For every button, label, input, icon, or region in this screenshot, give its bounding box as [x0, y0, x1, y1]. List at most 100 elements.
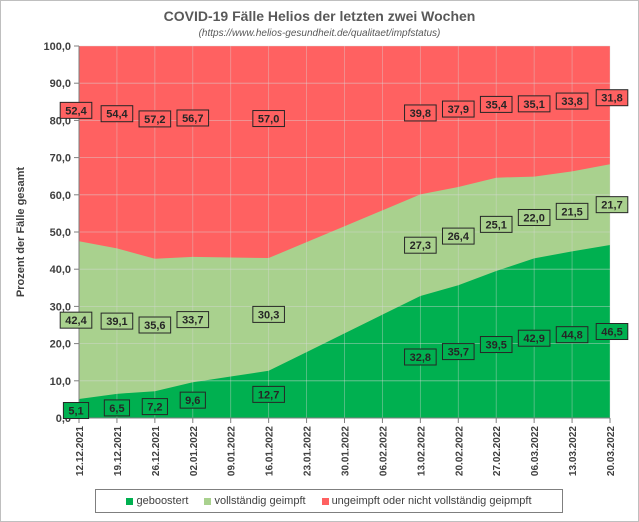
legend-swatch [126, 497, 134, 505]
data-label-geboostert-box [179, 391, 206, 409]
data-label-ungeimpft-box [517, 95, 551, 113]
data-label-geboostert: 9,6 [185, 395, 200, 407]
legend-label: ungeimpft oder nicht vollständig geipmpf… [331, 495, 532, 507]
data-label-ungeimpft-box [59, 101, 93, 119]
data-label-vollstaendig-box [441, 227, 475, 245]
data-label-geboostert-box [441, 343, 475, 361]
data-label-geboostert-box [103, 399, 131, 417]
y-tick-label: 100,0 [43, 41, 71, 53]
data-label-vollstaendig-box [59, 311, 93, 329]
data-label-vollstaendig-box [176, 311, 210, 329]
data-label-ungeimpft-box [441, 100, 475, 118]
data-label-geboostert-box [404, 348, 437, 366]
data-label-geboostert: 32,8 [410, 352, 431, 364]
data-label-ungeimpft: 56,7 [182, 113, 203, 125]
data-label-ungeimpft: 37,9 [448, 104, 469, 116]
data-label-vollstaendig-box [555, 202, 589, 220]
data-label-geboostert-box [555, 326, 589, 344]
y-tick-label: 40,0 [50, 264, 71, 276]
legend-label: vollständig geimpft [214, 495, 306, 507]
data-label-vollstaendig-box [595, 196, 629, 214]
data-label-vollstaendig: 27,3 [410, 240, 431, 252]
data-label-vollstaendig-box [517, 208, 551, 226]
y-tick-label: 70,0 [50, 153, 71, 165]
legend-label: geboostert [136, 495, 189, 507]
data-label-vollstaendig: 26,4 [448, 231, 470, 243]
data-label-ungeimpft: 35,4 [486, 99, 508, 111]
data-label-geboostert: 44,8 [561, 330, 582, 342]
data-label-geboostert: 6,5 [109, 403, 124, 415]
data-label-vollstaendig-box [404, 236, 437, 254]
data-label-geboostert: 46,5 [601, 327, 622, 339]
y-tick-label: 20,0 [50, 339, 71, 351]
data-label-vollstaendig: 22,0 [523, 212, 544, 224]
x-tick-label: 26.12.2021 [151, 426, 162, 476]
data-label-ungeimpft: 57,0 [258, 114, 279, 126]
data-label-ungeimpft-box [252, 110, 285, 128]
data-label-ungeimpft-box [595, 89, 629, 107]
data-label-geboostert: 42,9 [523, 333, 544, 345]
data-label-vollstaendig-box [479, 215, 513, 233]
data-label-vollstaendig: 39,1 [106, 316, 127, 328]
x-tick-label: 13.03.2022 [568, 426, 579, 476]
data-label-geboostert-box [252, 385, 285, 403]
chart-subtitle: (https://www.helios-gesundheit.de/qualit… [198, 28, 441, 39]
x-tick-label: 13.02.2022 [416, 426, 427, 476]
x-tick-label: 12.12.2021 [75, 426, 86, 476]
x-tick-label: 06.03.2022 [530, 426, 541, 476]
data-label-vollstaendig: 25,1 [486, 219, 507, 231]
x-tick-label: 20.02.2022 [454, 426, 465, 476]
data-label-vollstaendig: 21,7 [601, 200, 622, 212]
data-label-ungeimpft: 31,8 [601, 93, 622, 105]
data-label-ungeimpft: 33,8 [561, 96, 582, 108]
data-label-geboostert: 7,2 [147, 402, 162, 414]
data-label-ungeimpft-box [479, 95, 513, 113]
data-label-vollstaendig: 33,7 [182, 315, 203, 327]
area-geboostert [79, 245, 610, 418]
x-tick-label: 06.02.2022 [378, 426, 389, 476]
y-tick-label: 50,0 [50, 227, 71, 239]
data-label-geboostert: 5,1 [68, 406, 83, 418]
data-label-geboostert: 35,7 [448, 347, 469, 359]
data-label-geboostert-box [141, 398, 168, 416]
data-label-ungeimpft: 54,4 [106, 109, 128, 121]
x-tick-label: 20.03.2022 [606, 426, 617, 476]
data-label-ungeimpft-box [138, 110, 172, 128]
x-tick-label: 02.01.2022 [189, 426, 200, 476]
legend-swatch [321, 497, 329, 505]
legend-item: geboostert [126, 495, 188, 507]
data-label-geboostert-box [479, 336, 513, 354]
data-label-vollstaendig: 21,5 [561, 206, 582, 218]
legend-item: vollständig geimpft [204, 495, 306, 507]
legend-item: ungeimpft oder nicht vollständig geipmpf… [321, 495, 532, 507]
data-label-vollstaendig: 35,6 [144, 320, 165, 332]
data-label-vollstaendig: 42,4 [65, 315, 87, 327]
data-label-vollstaendig: 30,3 [258, 309, 279, 321]
data-label-vollstaendig-box [252, 305, 285, 323]
data-label-ungeimpft-box [176, 109, 210, 127]
x-tick-label: 27.02.2022 [492, 426, 503, 476]
x-tick-label: 23.01.2022 [303, 426, 314, 476]
data-label-vollstaendig-box [138, 316, 172, 334]
data-label-vollstaendig-box [100, 312, 134, 330]
y-tick-label: 30,0 [50, 301, 71, 313]
data-label-ungeimpft: 39,8 [410, 108, 431, 120]
data-label-geboostert-box [62, 402, 90, 420]
x-tick-label: 19.12.2021 [113, 426, 124, 476]
y-tick-label: 60,0 [50, 190, 71, 202]
data-label-ungeimpft: 35,1 [523, 99, 544, 111]
x-tick-label: 16.01.2022 [265, 426, 276, 476]
data-label-geboostert-box [517, 329, 551, 347]
data-label-ungeimpft-box [404, 104, 437, 122]
data-label-ungeimpft-box [555, 92, 589, 110]
chart-title: COVID-19 Fälle Helios der letzten zwei W… [163, 8, 476, 24]
data-label-geboostert: 12,7 [258, 389, 279, 401]
data-label-ungeimpft: 52,4 [65, 105, 87, 117]
data-label-ungeimpft-box [100, 105, 134, 123]
data-label-ungeimpft: 57,2 [144, 114, 165, 126]
legend-swatch [204, 497, 212, 505]
data-label-geboostert-box [595, 323, 629, 341]
y-tick-label: 90,0 [50, 78, 71, 90]
x-tick-label: 09.01.2022 [227, 426, 238, 476]
